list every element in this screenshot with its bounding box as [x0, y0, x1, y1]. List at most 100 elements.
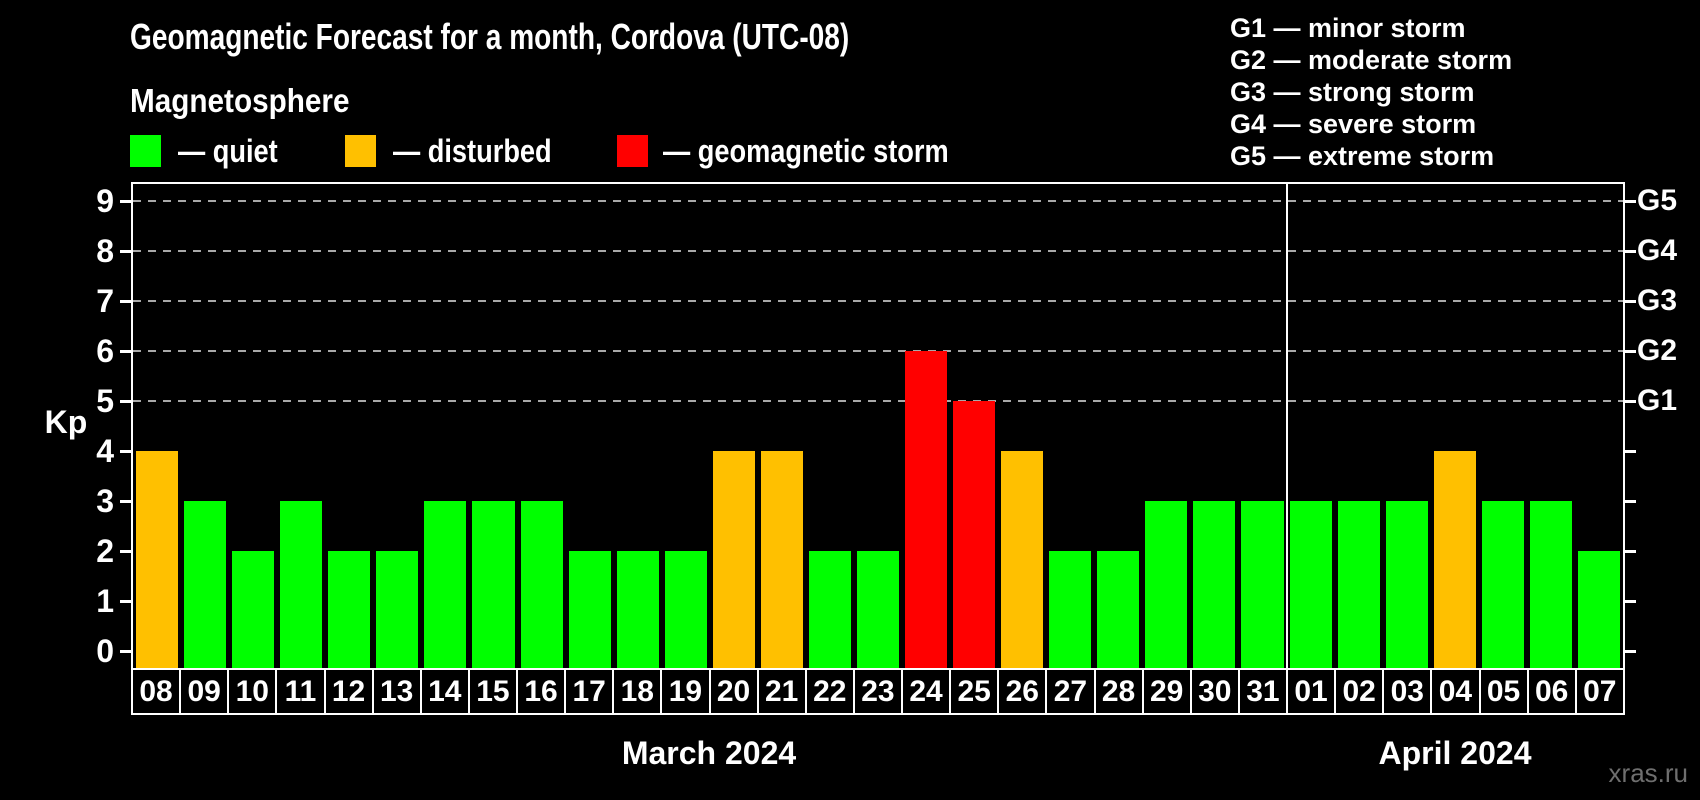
y-axis-tick-label: 8	[96, 233, 114, 269]
axis-tick	[120, 650, 131, 653]
storm-scale-line-g1: G1 — minor storm	[1230, 13, 1466, 43]
date-cell: 16	[516, 668, 567, 715]
y-axis-ticks-right	[1625, 182, 1636, 668]
kp-bar	[760, 451, 803, 668]
kp-gridline-g5	[133, 200, 1623, 202]
date-cell: 08	[131, 668, 182, 715]
kp-bar	[376, 551, 419, 668]
kp-bar	[568, 551, 611, 668]
legend-label-storm: — geomagnetic storm	[663, 133, 949, 169]
kp-bar	[520, 501, 563, 668]
g-scale-label-g4: G4	[1637, 234, 1678, 267]
date-cell: 07	[1574, 668, 1625, 715]
axis-tick	[1625, 350, 1636, 353]
kp-bar	[1337, 501, 1380, 668]
kp-bar	[1241, 501, 1284, 668]
axis-tick	[1625, 500, 1636, 503]
kp-bar	[424, 501, 467, 668]
date-cell: 13	[371, 668, 422, 715]
y-axis-tick-labels: 0 1 2 3 4 5 6 7 8 9	[0, 182, 114, 669]
axis-tick	[120, 450, 131, 453]
g-scale-label-g2: G2	[1637, 334, 1678, 367]
month-label-march: March 2024	[621, 735, 797, 771]
chart-subtitle: Magnetosphere	[130, 82, 350, 119]
g-scale-tick-labels: G1 G2 G3 G4 G5	[1637, 182, 1700, 668]
date-cell: 23	[852, 668, 903, 715]
kp-bar	[808, 551, 851, 668]
axis-tick	[1625, 400, 1636, 403]
kp-bar	[1529, 501, 1572, 668]
axis-tick	[120, 200, 131, 203]
kp-bar	[472, 501, 515, 668]
kp-bar	[905, 351, 948, 668]
kp-bar	[1385, 501, 1428, 668]
axis-tick	[120, 500, 131, 503]
kp-bar	[1577, 551, 1620, 668]
date-cell: 11	[275, 668, 326, 715]
y-axis-tick-label: 9	[96, 183, 114, 219]
kp-bar	[1145, 501, 1188, 668]
y-axis-tick-label: 1	[96, 583, 114, 619]
date-cell: 26	[997, 668, 1048, 715]
kp-gridline-g3	[133, 300, 1623, 302]
kp-bar	[136, 451, 179, 668]
axis-tick	[1625, 600, 1636, 603]
date-cell: 28	[1093, 668, 1144, 715]
date-cell: 01	[1286, 668, 1337, 715]
y-axis-ticks-left	[120, 182, 131, 668]
date-cell: 14	[419, 668, 470, 715]
date-cell: 17	[564, 668, 615, 715]
axis-tick	[1625, 550, 1636, 553]
axis-tick	[120, 550, 131, 553]
date-cell: 29	[1141, 668, 1192, 715]
y-axis-tick-label: 6	[96, 333, 114, 369]
date-cell: 04	[1430, 668, 1481, 715]
kp-bar	[328, 551, 371, 668]
watermark: xras.ru	[1608, 758, 1688, 788]
axis-tick	[1625, 200, 1636, 203]
date-cell: 21	[756, 668, 807, 715]
kp-bar	[1001, 451, 1044, 668]
kp-bar	[664, 551, 707, 668]
kp-bar	[856, 551, 900, 668]
kp-bar	[280, 501, 323, 668]
axis-tick	[120, 600, 131, 603]
date-cell: 10	[227, 668, 278, 715]
kp-bar	[232, 551, 275, 668]
y-axis-tick-label: 4	[96, 433, 114, 469]
storm-scale-legend: G1 — minor storm G2 — moderate storm G3 …	[1230, 12, 1512, 172]
date-cell: 22	[804, 668, 855, 715]
y-axis-tick-label: 0	[96, 633, 114, 669]
storm-scale-line-g4: G4 — severe storm	[1230, 109, 1477, 139]
date-cell: 19	[660, 668, 711, 715]
month-separator-line	[1285, 184, 1288, 668]
legend-swatch-storm-icon	[617, 135, 648, 167]
date-cell: 15	[467, 668, 518, 715]
legend-swatch-disturbed-icon	[345, 135, 376, 167]
date-cell: 24	[901, 668, 952, 715]
axis-tick	[1625, 450, 1636, 453]
g-scale-label-g3: G3	[1637, 284, 1678, 317]
kp-bar	[616, 551, 659, 668]
legend-label-disturbed: — disturbed	[393, 133, 552, 169]
axis-tick	[1625, 250, 1636, 253]
axis-tick	[120, 250, 131, 253]
chart-title: Geomagnetic Forecast for a month, Cordov…	[130, 16, 850, 57]
month-label-april: April 2024	[1378, 735, 1532, 771]
kp-bar	[953, 401, 996, 668]
date-cell: 05	[1478, 668, 1529, 715]
date-cell: 06	[1526, 668, 1577, 715]
date-cell: 09	[179, 668, 230, 715]
date-cell: 31	[1237, 668, 1288, 715]
date-cell: 20	[708, 668, 759, 715]
kp-gridline-g2	[133, 350, 1623, 352]
kp-bar	[1097, 551, 1140, 668]
g-scale-label-g5: G5	[1637, 184, 1678, 217]
kp-bar	[1481, 501, 1524, 668]
kp-bar	[1193, 501, 1236, 668]
date-axis: 08 09 10 11 12 13 14 15 16 17 18 19 20 21 22 23 24 25 26 27…	[131, 668, 1625, 715]
kp-gridline-g1	[133, 400, 1623, 402]
kp-bar	[1433, 451, 1476, 668]
storm-scale-line-g2: G2 — moderate storm	[1230, 45, 1513, 75]
date-cell: 27	[1045, 668, 1096, 715]
